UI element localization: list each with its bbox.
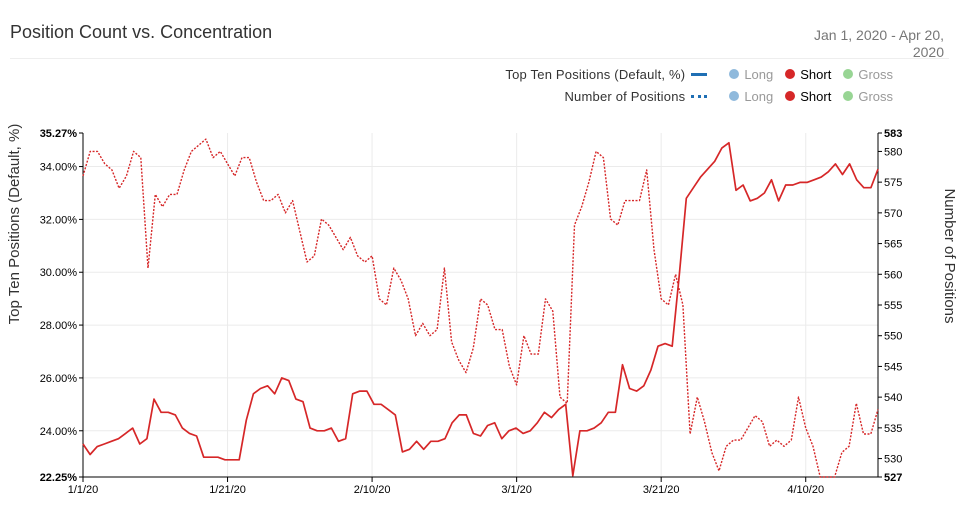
legend-dot-icon xyxy=(843,69,854,79)
y-right-tick-label: 575 xyxy=(884,177,902,189)
legend-item-label: Gross xyxy=(858,66,893,82)
y-right-tick-label: 570 xyxy=(884,208,902,220)
y-axis-right-title: Number of Positions xyxy=(941,188,958,323)
legend-item-label: Short xyxy=(800,66,832,82)
y-right-tick-label: 527 xyxy=(884,472,902,484)
legend-row-positions: Number of Positions Long Short Gross xyxy=(564,88,893,104)
y-left-tick-label: 35.27% xyxy=(40,128,78,140)
legend-label-concentration: Top Ten Positions (Default, %) xyxy=(505,66,686,82)
x-tick-label: 1/1/20 xyxy=(68,484,99,496)
legend-item-positions-short[interactable]: Short xyxy=(785,89,831,104)
y-right-tick-label: 565 xyxy=(884,239,902,251)
y-axis-left-title: Top Ten Positions (Default, %) xyxy=(6,124,23,325)
header-divider xyxy=(10,58,949,59)
legend-item-label: Long xyxy=(744,88,774,104)
date-range: Jan 1, 2020 - Apr 20, 2020 xyxy=(814,27,944,60)
grid-lines xyxy=(82,133,878,477)
y-left-tick-label: 24.00% xyxy=(40,426,78,438)
y-right-tick-label: 580 xyxy=(884,146,902,158)
y-right-tick-label: 583 xyxy=(884,128,902,140)
y-left-tick-label: 26.00% xyxy=(40,373,78,385)
concentration-short-line xyxy=(82,141,879,477)
legend-item-concentration-long[interactable]: Long xyxy=(729,67,773,82)
y-left-tick-label: 30.00% xyxy=(40,267,78,279)
y-right-tick-label: 545 xyxy=(884,361,902,373)
legend-item-label: Long xyxy=(744,66,774,82)
legend-item-label: Gross xyxy=(858,88,893,104)
y-right-tick-label: 540 xyxy=(884,392,902,404)
chart-title: Position Count vs. Concentration xyxy=(10,22,273,42)
y-left-tick-label: 32.00% xyxy=(40,214,78,226)
x-tick-label: 3/1/20 xyxy=(501,484,532,496)
legend-item-concentration-gross[interactable]: Gross xyxy=(843,67,893,82)
y-right-tick-label: 535 xyxy=(884,423,902,435)
legend-label-positions: Number of Positions xyxy=(564,88,686,104)
y-left-tick-label: 34.00% xyxy=(40,162,78,174)
y-right-tick-label: 550 xyxy=(884,331,902,343)
legend-dot-icon xyxy=(729,91,740,101)
legend-dotted-line-icon xyxy=(691,94,708,98)
x-tick-label: 2/10/20 xyxy=(354,484,391,496)
legend-dot-icon xyxy=(785,91,796,101)
y-right-tick-label: 555 xyxy=(884,300,902,312)
legend-dot-icon xyxy=(843,91,854,101)
legend-item-positions-long[interactable]: Long xyxy=(729,89,773,104)
y-left-tick-label: 28.00% xyxy=(40,320,78,332)
axes: 1/1/20 1/21/20 2/10/20 3/1/20 3/21/20 4/10/20… xyxy=(40,128,903,496)
x-tick-label: 3/21/20 xyxy=(643,484,680,496)
x-tick-label: 1/21/20 xyxy=(209,484,246,496)
legend-dot-icon xyxy=(785,69,796,79)
series-lines xyxy=(82,138,879,478)
y-right-tick-label: 560 xyxy=(884,269,902,281)
legend-item-concentration-short[interactable]: Short xyxy=(785,67,831,82)
x-tick-label: 4/10/20 xyxy=(787,484,824,496)
y-left-tick-label: 22.25% xyxy=(40,472,78,484)
legend-dot-icon xyxy=(729,69,740,79)
legend-row-concentration: Top Ten Positions (Default, %) Long Shor… xyxy=(505,66,893,82)
legend-solid-line-icon xyxy=(691,72,708,76)
positions-short-line xyxy=(82,138,879,478)
legend-item-positions-gross[interactable]: Gross xyxy=(843,89,893,104)
legend-item-label: Short xyxy=(800,88,832,104)
y-right-tick-label: 530 xyxy=(884,454,902,466)
